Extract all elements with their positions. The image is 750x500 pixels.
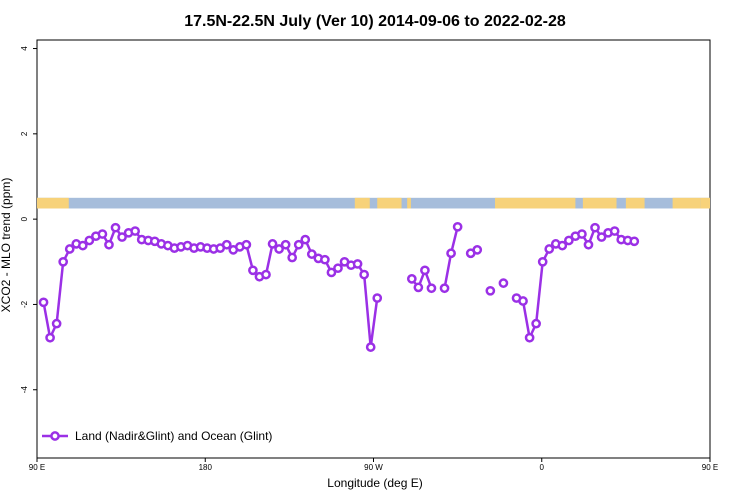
data-point (372, 293, 383, 303)
y-tick-label: 2 (20, 131, 29, 136)
data-point (524, 332, 535, 343)
x-axis-label: Longitude (deg E) (327, 476, 422, 490)
data-point (293, 239, 304, 250)
data-point (77, 240, 88, 251)
data-point (110, 222, 121, 233)
data-point (544, 244, 555, 254)
data-point (261, 269, 271, 280)
data-point (64, 244, 75, 254)
data-point (452, 221, 463, 232)
data-point (280, 239, 291, 250)
x-tick-label: 0 (540, 463, 545, 472)
data-point (577, 229, 587, 239)
y-axis-label: XCO2 - MLO trend (ppm) (0, 178, 13, 313)
series-line (42, 226, 635, 349)
data-point (359, 269, 370, 280)
data-point (420, 265, 430, 276)
legend-marker (50, 431, 60, 441)
data-point (596, 232, 607, 242)
data-point (583, 239, 594, 250)
land-segment (625, 197, 645, 209)
legend-label: Land (Nadir&Glint) and Ocean (Glint) (75, 429, 272, 443)
y-tick-label: 4 (20, 46, 29, 51)
data-point (287, 252, 298, 263)
legend: Land (Nadir&Glint) and Ocean (Glint) (42, 429, 272, 443)
x-tick-label: 90 E (702, 463, 718, 472)
data-point (609, 226, 620, 236)
chart-title: 17.5N-22.5N July (Ver 10) 2014-09-06 to … (184, 13, 566, 30)
land-segment (37, 197, 69, 209)
data-point (274, 244, 284, 254)
data-point (300, 234, 311, 245)
data-point (426, 283, 437, 294)
data-point (221, 239, 232, 250)
data-point (45, 332, 55, 343)
series-points (38, 221, 640, 352)
land-segment (495, 197, 576, 209)
data-point (306, 249, 317, 259)
series-segment (410, 269, 433, 289)
data-point (564, 235, 574, 246)
data-point (117, 232, 127, 242)
data-point (130, 226, 140, 236)
land-segment (582, 197, 617, 209)
data-point (518, 296, 528, 306)
data-point (97, 229, 108, 239)
land-segment (700, 197, 710, 209)
data-point (590, 222, 600, 233)
data-point (472, 245, 483, 255)
data-point (439, 283, 450, 294)
land-segment (672, 197, 701, 209)
data-point (446, 248, 456, 259)
ocean-band (37, 197, 710, 209)
land-ocean-strip (37, 197, 710, 209)
data-point (84, 235, 95, 246)
data-point (537, 256, 548, 267)
data-point (485, 285, 496, 296)
x-tick-label: 180 (199, 463, 213, 472)
data-point (320, 254, 330, 265)
data-point (333, 263, 343, 274)
y-tick-label: -2 (20, 300, 29, 308)
data-point (248, 265, 258, 276)
data-point (38, 297, 49, 308)
data-point (267, 239, 278, 249)
data-point (498, 278, 509, 288)
x-tick-label: 90 W (364, 463, 383, 472)
x-tick-label: 90 E (29, 463, 45, 472)
land-segment (407, 197, 411, 209)
data-point (365, 342, 376, 352)
data-point (531, 318, 541, 329)
land-segment (354, 197, 370, 209)
y-tick-label: 0 (20, 216, 29, 221)
x-axis-ticks: 90 E 180 90 W 0 90 E (29, 458, 718, 472)
data-point (629, 236, 640, 247)
y-tick-label: -4 (20, 386, 29, 394)
data-point (326, 267, 337, 278)
data-point (557, 240, 568, 251)
data-point (104, 239, 114, 250)
plot-area (36, 39, 711, 459)
y-axis-ticks: 4 2 0 -2 -4 (20, 46, 37, 394)
land-segment (377, 197, 402, 209)
data-point (352, 259, 363, 269)
data-point (413, 282, 424, 293)
data-point (406, 274, 417, 284)
data-point (51, 318, 62, 329)
data-point (58, 256, 69, 267)
data-point (241, 239, 252, 250)
